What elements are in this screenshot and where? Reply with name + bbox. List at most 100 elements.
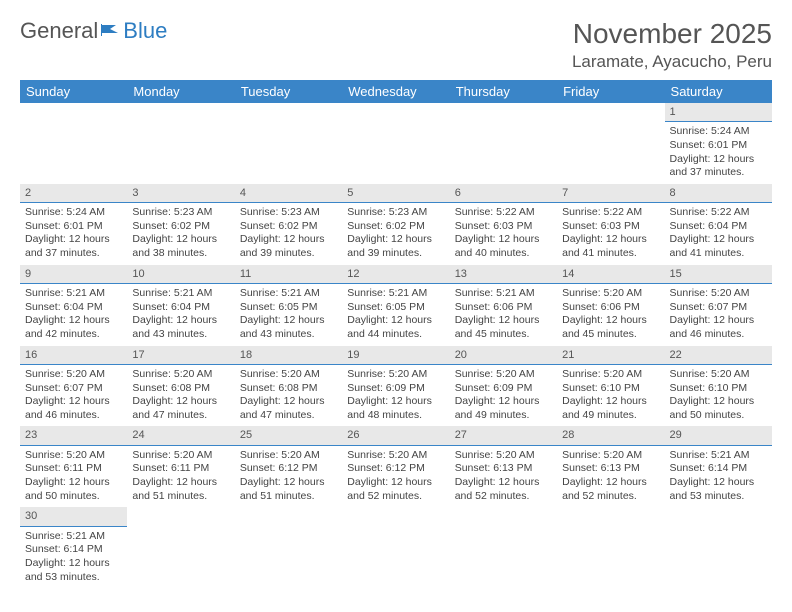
day-number: 14 bbox=[557, 265, 664, 284]
calendar-cell bbox=[20, 103, 127, 184]
location: Laramate, Ayacucho, Peru bbox=[572, 52, 772, 72]
calendar-cell: 11Sunrise: 5:21 AMSunset: 6:05 PMDayligh… bbox=[235, 265, 342, 346]
calendar-cell bbox=[450, 103, 557, 184]
day-content: Sunrise: 5:21 AMSunset: 6:04 PMDaylight:… bbox=[20, 284, 127, 346]
logo: General Blue bbox=[20, 18, 167, 44]
day-number: 6 bbox=[450, 184, 557, 203]
day-content: Sunrise: 5:21 AMSunset: 6:05 PMDaylight:… bbox=[235, 284, 342, 346]
calendar-cell bbox=[127, 507, 234, 588]
day-content: Sunrise: 5:20 AMSunset: 6:13 PMDaylight:… bbox=[450, 446, 557, 508]
day-content: Sunrise: 5:20 AMSunset: 6:12 PMDaylight:… bbox=[342, 446, 449, 508]
day-header-row: SundayMondayTuesdayWednesdayThursdayFrid… bbox=[20, 80, 772, 103]
calendar-week-row: 30Sunrise: 5:21 AMSunset: 6:14 PMDayligh… bbox=[20, 507, 772, 588]
calendar-cell: 9Sunrise: 5:21 AMSunset: 6:04 PMDaylight… bbox=[20, 265, 127, 346]
day-number: 19 bbox=[342, 346, 449, 365]
day-header: Wednesday bbox=[342, 80, 449, 103]
day-number: 12 bbox=[342, 265, 449, 284]
day-number: 20 bbox=[450, 346, 557, 365]
day-content: Sunrise: 5:20 AMSunset: 6:08 PMDaylight:… bbox=[235, 365, 342, 427]
calendar-week-row: 16Sunrise: 5:20 AMSunset: 6:07 PMDayligh… bbox=[20, 346, 772, 427]
day-content: Sunrise: 5:22 AMSunset: 6:03 PMDaylight:… bbox=[557, 203, 664, 265]
day-number: 22 bbox=[665, 346, 772, 365]
day-content: Sunrise: 5:20 AMSunset: 6:10 PMDaylight:… bbox=[665, 365, 772, 427]
day-number: 29 bbox=[665, 426, 772, 445]
day-content: Sunrise: 5:23 AMSunset: 6:02 PMDaylight:… bbox=[127, 203, 234, 265]
day-number: 26 bbox=[342, 426, 449, 445]
calendar-cell: 30Sunrise: 5:21 AMSunset: 6:14 PMDayligh… bbox=[20, 507, 127, 588]
calendar-cell: 29Sunrise: 5:21 AMSunset: 6:14 PMDayligh… bbox=[665, 426, 772, 507]
day-content: Sunrise: 5:21 AMSunset: 6:14 PMDaylight:… bbox=[20, 527, 127, 589]
day-header: Thursday bbox=[450, 80, 557, 103]
calendar-cell: 20Sunrise: 5:20 AMSunset: 6:09 PMDayligh… bbox=[450, 346, 557, 427]
calendar-cell: 7Sunrise: 5:22 AMSunset: 6:03 PMDaylight… bbox=[557, 184, 664, 265]
calendar-cell bbox=[450, 507, 557, 588]
calendar-cell: 24Sunrise: 5:20 AMSunset: 6:11 PMDayligh… bbox=[127, 426, 234, 507]
calendar-cell bbox=[127, 103, 234, 184]
calendar-cell: 21Sunrise: 5:20 AMSunset: 6:10 PMDayligh… bbox=[557, 346, 664, 427]
day-content: Sunrise: 5:20 AMSunset: 6:08 PMDaylight:… bbox=[127, 365, 234, 427]
calendar-cell: 8Sunrise: 5:22 AMSunset: 6:04 PMDaylight… bbox=[665, 184, 772, 265]
day-number: 27 bbox=[450, 426, 557, 445]
day-number: 13 bbox=[450, 265, 557, 284]
calendar-week-row: 2Sunrise: 5:24 AMSunset: 6:01 PMDaylight… bbox=[20, 184, 772, 265]
day-content: Sunrise: 5:22 AMSunset: 6:03 PMDaylight:… bbox=[450, 203, 557, 265]
day-content: Sunrise: 5:20 AMSunset: 6:12 PMDaylight:… bbox=[235, 446, 342, 508]
calendar-cell: 4Sunrise: 5:23 AMSunset: 6:02 PMDaylight… bbox=[235, 184, 342, 265]
calendar-cell bbox=[235, 507, 342, 588]
calendar-cell bbox=[342, 103, 449, 184]
header: General Blue November 2025 Laramate, Aya… bbox=[20, 18, 772, 72]
calendar-cell: 2Sunrise: 5:24 AMSunset: 6:01 PMDaylight… bbox=[20, 184, 127, 265]
day-content: Sunrise: 5:21 AMSunset: 6:05 PMDaylight:… bbox=[342, 284, 449, 346]
day-number: 10 bbox=[127, 265, 234, 284]
day-content: Sunrise: 5:24 AMSunset: 6:01 PMDaylight:… bbox=[20, 203, 127, 265]
calendar-cell: 13Sunrise: 5:21 AMSunset: 6:06 PMDayligh… bbox=[450, 265, 557, 346]
day-number: 16 bbox=[20, 346, 127, 365]
day-number: 24 bbox=[127, 426, 234, 445]
calendar-cell: 1Sunrise: 5:24 AMSunset: 6:01 PMDaylight… bbox=[665, 103, 772, 184]
calendar-cell: 3Sunrise: 5:23 AMSunset: 6:02 PMDaylight… bbox=[127, 184, 234, 265]
calendar-cell: 6Sunrise: 5:22 AMSunset: 6:03 PMDaylight… bbox=[450, 184, 557, 265]
calendar-week-row: 1Sunrise: 5:24 AMSunset: 6:01 PMDaylight… bbox=[20, 103, 772, 184]
logo-text-general: General bbox=[20, 18, 98, 44]
calendar-cell bbox=[235, 103, 342, 184]
calendar-cell bbox=[557, 507, 664, 588]
day-number: 18 bbox=[235, 346, 342, 365]
day-number: 25 bbox=[235, 426, 342, 445]
calendar-cell: 25Sunrise: 5:20 AMSunset: 6:12 PMDayligh… bbox=[235, 426, 342, 507]
day-content: Sunrise: 5:21 AMSunset: 6:14 PMDaylight:… bbox=[665, 446, 772, 508]
day-header: Sunday bbox=[20, 80, 127, 103]
calendar-week-row: 23Sunrise: 5:20 AMSunset: 6:11 PMDayligh… bbox=[20, 426, 772, 507]
day-header: Friday bbox=[557, 80, 664, 103]
calendar-cell: 17Sunrise: 5:20 AMSunset: 6:08 PMDayligh… bbox=[127, 346, 234, 427]
title-block: November 2025 Laramate, Ayacucho, Peru bbox=[572, 18, 772, 72]
calendar-cell: 16Sunrise: 5:20 AMSunset: 6:07 PMDayligh… bbox=[20, 346, 127, 427]
day-header: Tuesday bbox=[235, 80, 342, 103]
calendar-cell: 19Sunrise: 5:20 AMSunset: 6:09 PMDayligh… bbox=[342, 346, 449, 427]
day-number: 7 bbox=[557, 184, 664, 203]
calendar-cell: 23Sunrise: 5:20 AMSunset: 6:11 PMDayligh… bbox=[20, 426, 127, 507]
day-number: 4 bbox=[235, 184, 342, 203]
calendar-cell: 28Sunrise: 5:20 AMSunset: 6:13 PMDayligh… bbox=[557, 426, 664, 507]
day-number: 8 bbox=[665, 184, 772, 203]
calendar-cell: 12Sunrise: 5:21 AMSunset: 6:05 PMDayligh… bbox=[342, 265, 449, 346]
day-header: Saturday bbox=[665, 80, 772, 103]
calendar-cell bbox=[557, 103, 664, 184]
day-number: 28 bbox=[557, 426, 664, 445]
day-content: Sunrise: 5:20 AMSunset: 6:07 PMDaylight:… bbox=[20, 365, 127, 427]
day-number: 21 bbox=[557, 346, 664, 365]
calendar-cell: 18Sunrise: 5:20 AMSunset: 6:08 PMDayligh… bbox=[235, 346, 342, 427]
day-number: 15 bbox=[665, 265, 772, 284]
day-content: Sunrise: 5:20 AMSunset: 6:07 PMDaylight:… bbox=[665, 284, 772, 346]
day-number: 11 bbox=[235, 265, 342, 284]
day-number: 3 bbox=[127, 184, 234, 203]
calendar-cell: 14Sunrise: 5:20 AMSunset: 6:06 PMDayligh… bbox=[557, 265, 664, 346]
calendar-table: SundayMondayTuesdayWednesdayThursdayFrid… bbox=[20, 80, 772, 588]
day-content: Sunrise: 5:20 AMSunset: 6:09 PMDaylight:… bbox=[450, 365, 557, 427]
flag-icon bbox=[100, 18, 122, 44]
day-content: Sunrise: 5:23 AMSunset: 6:02 PMDaylight:… bbox=[342, 203, 449, 265]
day-content: Sunrise: 5:22 AMSunset: 6:04 PMDaylight:… bbox=[665, 203, 772, 265]
calendar-cell: 26Sunrise: 5:20 AMSunset: 6:12 PMDayligh… bbox=[342, 426, 449, 507]
day-number: 1 bbox=[665, 103, 772, 122]
calendar-cell: 22Sunrise: 5:20 AMSunset: 6:10 PMDayligh… bbox=[665, 346, 772, 427]
day-content: Sunrise: 5:20 AMSunset: 6:09 PMDaylight:… bbox=[342, 365, 449, 427]
